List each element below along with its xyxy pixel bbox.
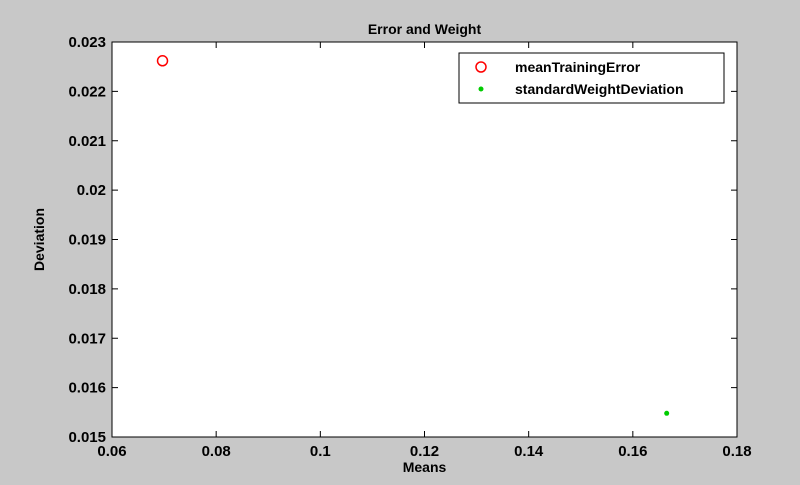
plot-area xyxy=(111,41,738,438)
y-tick-label: 0.015 xyxy=(68,429,106,446)
data-marks xyxy=(156,55,670,416)
axis-ticks: 0.06 0.08 0.1 0.12 0.14 0.16 0.18 0.015 0.016 0.0… xyxy=(68,34,751,460)
y-tick-label: 0.023 xyxy=(68,34,106,51)
y-axis-label: Deviation xyxy=(31,208,47,271)
legend: meanTrainingError standardWeightDeviatio… xyxy=(458,52,725,104)
y-tick-label: 0.017 xyxy=(68,330,106,347)
x-tick-label: 0.12 xyxy=(410,443,439,460)
y-tick-label: 0.022 xyxy=(68,83,106,100)
legend-label-series-2: standardWeightDeviation xyxy=(515,81,684,97)
y-tick-label: 0.018 xyxy=(68,281,106,298)
legend-label-series-1: meanTrainingError xyxy=(515,59,641,75)
y-tick-label: 0.016 xyxy=(68,380,106,397)
data-point-series-1 xyxy=(156,55,169,67)
x-tick-label: 0.06 xyxy=(97,443,126,460)
x-axis-label: Means xyxy=(403,459,447,475)
y-tick-label: 0.019 xyxy=(68,232,106,249)
legend-marker-dot xyxy=(478,86,484,92)
y-tick-label: 0.021 xyxy=(68,133,106,150)
data-point-series-2 xyxy=(664,410,670,416)
x-tick-label: 0.18 xyxy=(722,443,751,460)
x-tick-label: 0.08 xyxy=(202,443,231,460)
x-tick-label: 0.16 xyxy=(618,443,647,460)
chart-title: Error and Weight xyxy=(368,21,482,37)
y-tick-label: 0.02 xyxy=(77,182,106,199)
legend-marker-circle xyxy=(475,61,487,73)
legend-box xyxy=(458,52,725,104)
x-tick-label: 0.1 xyxy=(310,443,331,460)
x-tick-label: 0.14 xyxy=(514,443,544,460)
